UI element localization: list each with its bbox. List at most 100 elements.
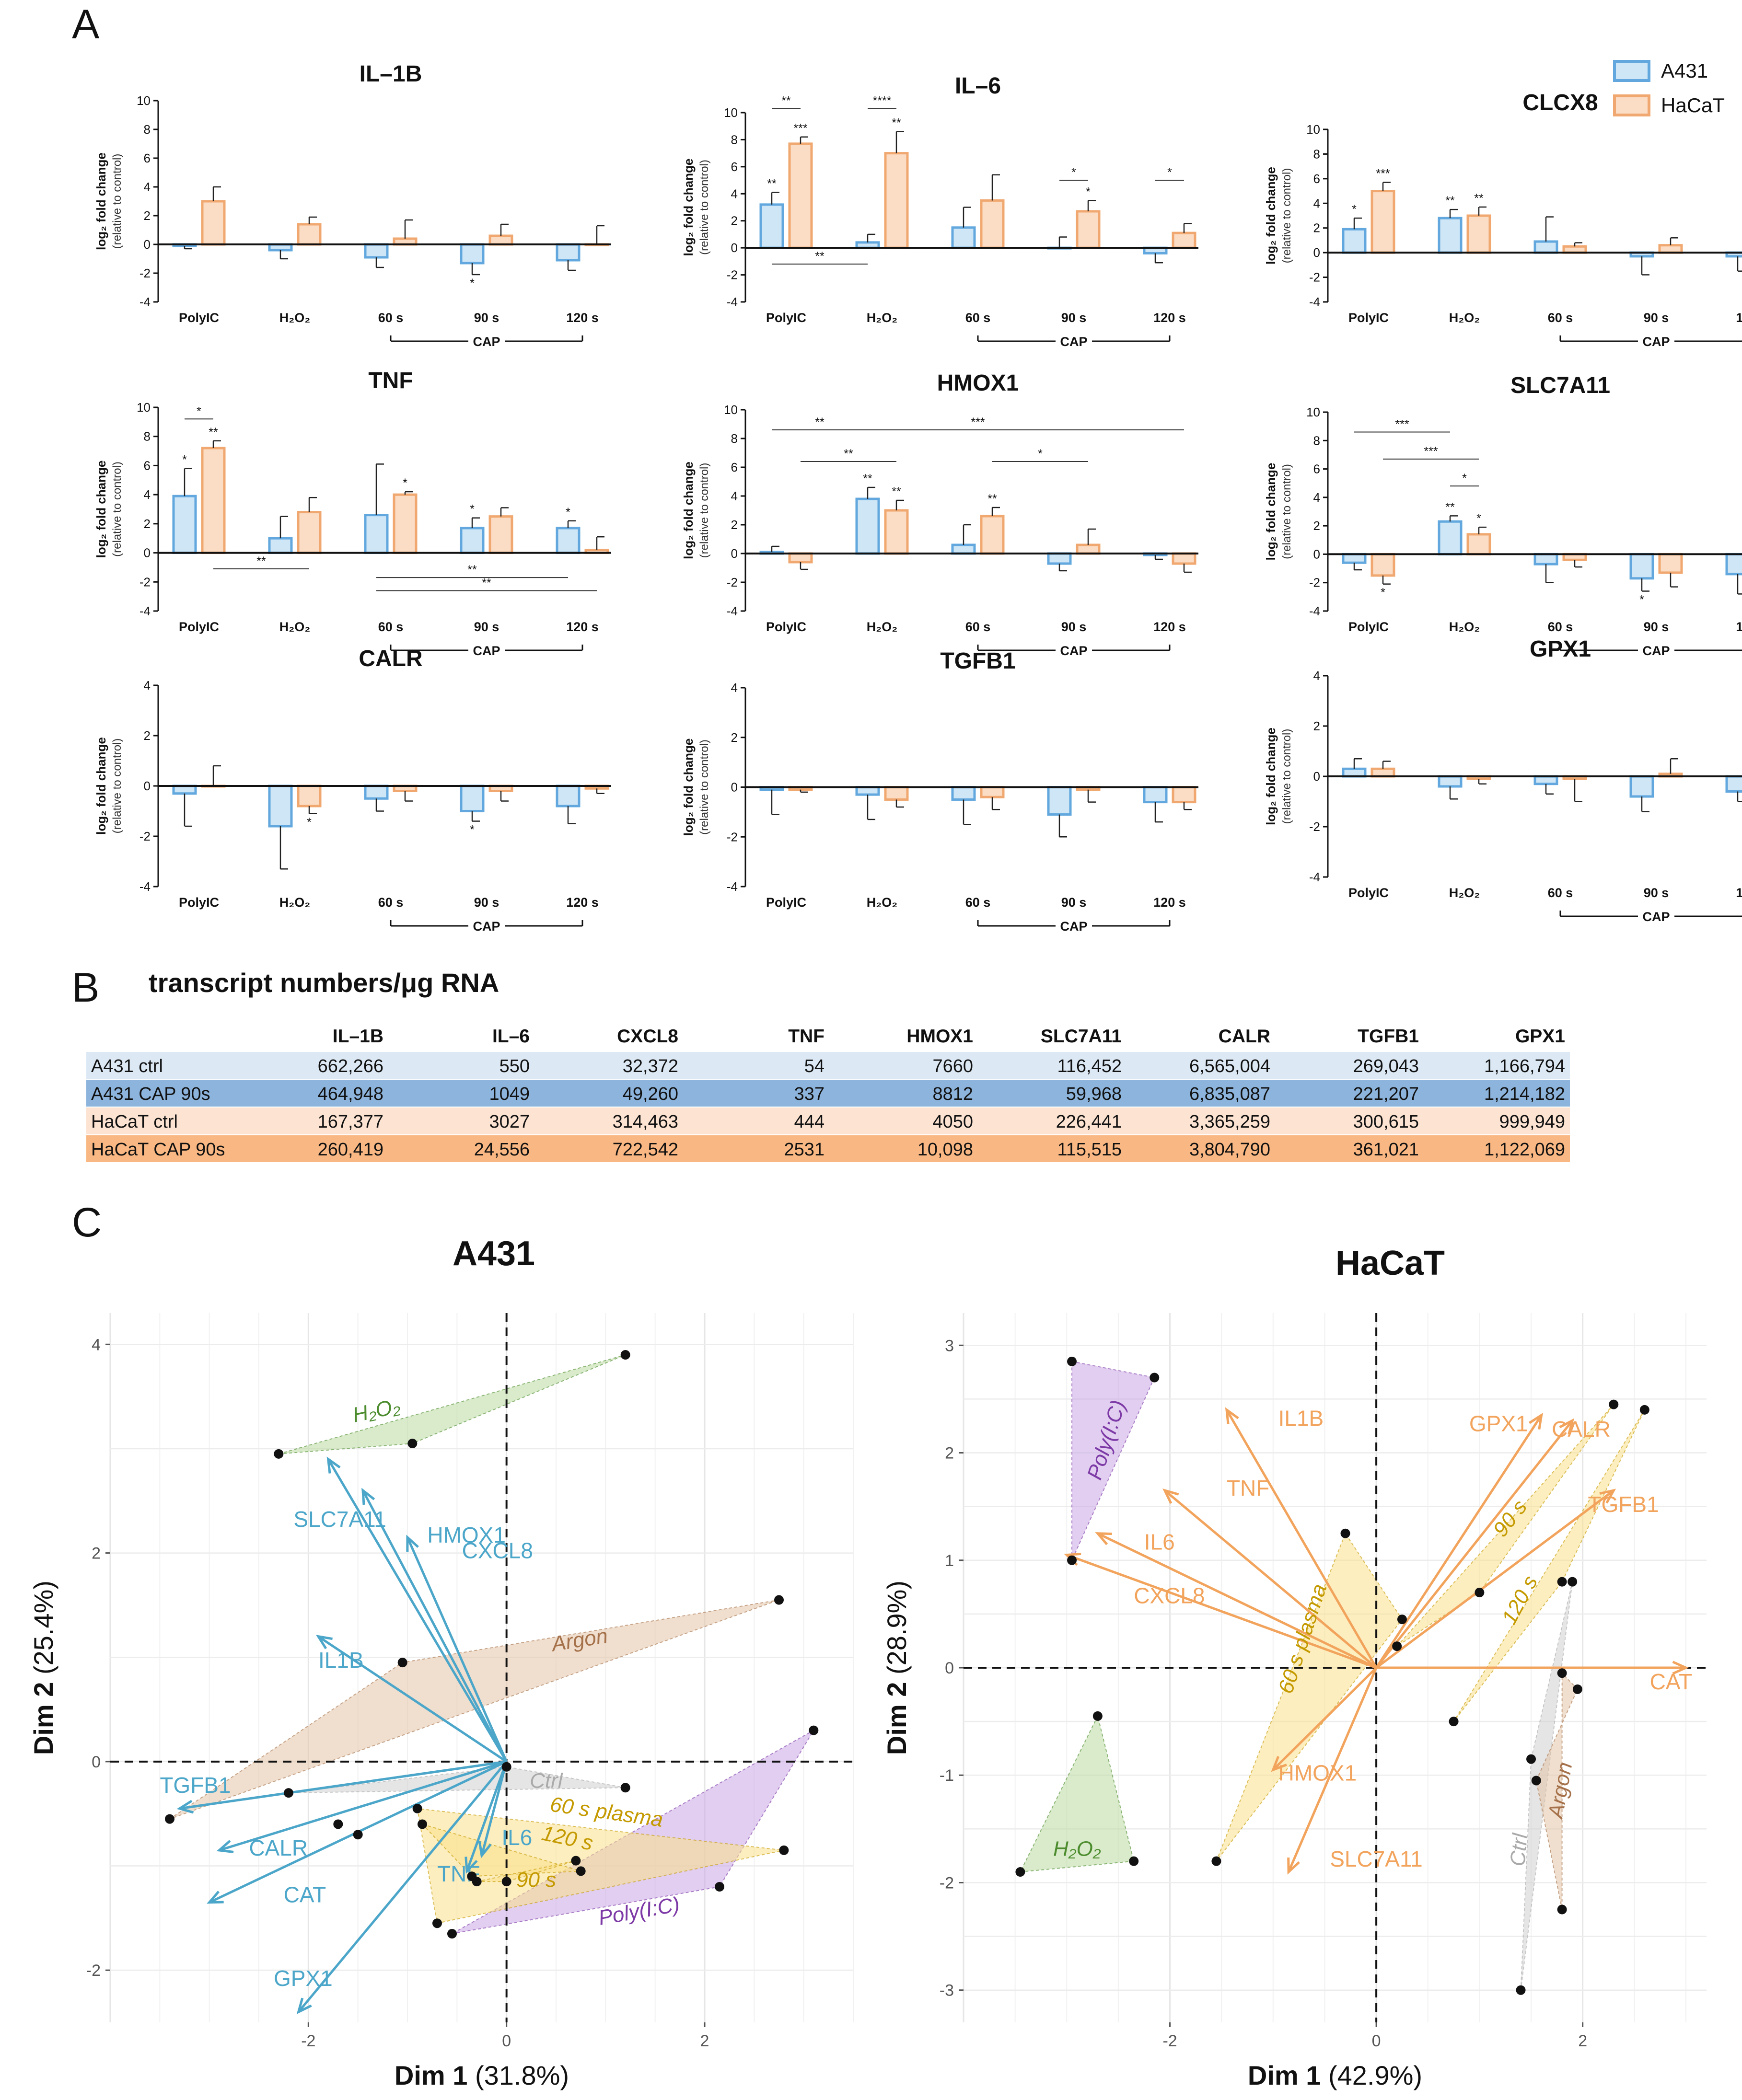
y-axis-sublabel: (relative to control)	[1280, 729, 1293, 824]
loading-arrow-hmox1-head	[1271, 1756, 1287, 1772]
bar-a431-2	[364, 785, 389, 800]
y-tick-label: 0	[144, 237, 151, 252]
sample-point	[779, 1845, 789, 1855]
bar-a431-0	[1342, 228, 1367, 254]
table-row-label: HaCaT CAP 90s	[91, 1140, 225, 1160]
y-tick-label: -4	[1309, 295, 1320, 309]
cap-label: CAP	[1642, 335, 1670, 349]
x-category-label: PolyIC	[1348, 311, 1389, 325]
significance-mark: **	[209, 426, 218, 439]
sample-point	[620, 1350, 630, 1360]
bracket-mark: ***	[1424, 445, 1438, 458]
sample-point	[620, 1783, 630, 1793]
y-axis-sublabel: (relative to control)	[111, 154, 124, 249]
bar-hacat-3	[1076, 210, 1101, 249]
sample-point	[407, 1439, 418, 1449]
table-cell: 115,515	[1057, 1140, 1122, 1160]
y-tick-label: -4	[139, 604, 151, 618]
loading-label-hmox1: HMOX1	[1278, 1760, 1357, 1785]
x-category-label: PolyIC	[1348, 620, 1389, 634]
bar-a431-2	[1533, 775, 1558, 785]
bar-hacat-1	[884, 152, 909, 249]
y-tick-label: 10	[137, 93, 151, 108]
bar-a431-4	[556, 527, 581, 554]
bar-chart-il6: IL–6 10 8 6 4 2 0 -2 -4 log₂ fold change (relative…	[681, 73, 1198, 349]
table-row-bg	[86, 1135, 1570, 1162]
sample-point	[809, 1725, 819, 1735]
table-cell: 6,835,087	[1189, 1084, 1270, 1104]
bar-hacat-1	[297, 511, 322, 554]
bracket-mark: ***	[971, 415, 985, 429]
x-category-label: 120 s	[1736, 620, 1742, 634]
table-header-cell: IL–6	[492, 1026, 530, 1047]
y-tick-label: -2	[727, 575, 738, 589]
legend-swatch-hacat	[1613, 94, 1650, 116]
y-tick-label: -2	[1309, 270, 1320, 285]
bar-hacat-1	[884, 509, 909, 555]
loading-arrow-il6	[480, 1761, 508, 1856]
pca-hacat: HaCaT -2 0 2 -3 -2 -1 0 1 2 3 IL1B TNF IL6 CXCL8 HMOX1 S…	[882, 1244, 1707, 2090]
bar-hacat-1	[297, 785, 322, 808]
group-hull-poly-i-c-	[1071, 1361, 1155, 1561]
y-tick-label: -2	[1309, 576, 1320, 590]
significance-mark: **	[1445, 500, 1455, 514]
y-tick-label: 0	[731, 241, 738, 255]
significance-mark: *	[182, 453, 187, 467]
bracket-mark: *	[1462, 472, 1467, 485]
table-cell: 7660	[932, 1056, 973, 1076]
x-category-label: PolyIC	[766, 895, 806, 910]
table-cell: 1049	[489, 1084, 530, 1104]
loading-arrow-tgfb1	[1375, 1489, 1614, 1669]
y-tick-label: 2	[731, 214, 738, 228]
sample-point	[432, 1918, 442, 1928]
y-tick-label: 0	[945, 1659, 954, 1677]
bar-hacat-2	[980, 786, 1005, 798]
table-cell: 167,377	[318, 1112, 383, 1132]
bar-hacat-3	[1658, 553, 1683, 574]
y-axis-title: Dim 2 (28.9%)	[882, 1581, 912, 1755]
bracket-mark: *	[1038, 447, 1043, 461]
x-category-label: H₂O₂	[1449, 886, 1480, 900]
group-label-90-s: 90 s	[516, 1868, 556, 1892]
bar-hacat-0	[788, 142, 813, 249]
bar-a431-3	[460, 527, 485, 554]
sample-point	[1015, 1867, 1025, 1877]
significance-mark: *	[1352, 203, 1357, 216]
table-row-label: A431 CAP 90s	[91, 1084, 210, 1104]
y-tick-label: 6	[144, 458, 151, 473]
chart-title: TNF	[368, 368, 413, 393]
bar-a431-4	[556, 785, 581, 808]
table-cell: 3027	[489, 1112, 530, 1132]
loading-arrow-tgfb1	[179, 1760, 507, 1810]
x-category-label: PolyIC	[179, 311, 219, 325]
sample-point	[165, 1814, 174, 1824]
group-label-ctrl: Ctrl	[1506, 1832, 1532, 1868]
loading-label-calr: CALR	[1552, 1417, 1611, 1442]
loading-arrow-slc7a11-head	[326, 1456, 341, 1474]
y-tick-label: 6	[731, 460, 738, 474]
loading-arrow-gpx1	[297, 1761, 508, 2013]
bar-chart-tgfb1: TGFB1 4 2 0 -2 -4 log₂ fold change (relative to…	[681, 648, 1198, 934]
loading-label-hmox1: HMOX1	[427, 1523, 506, 1547]
y-tick-label: 4	[1313, 196, 1320, 210]
loading-arrow-tgfb1-head	[176, 1800, 194, 1814]
y-tick-label: 4	[731, 681, 738, 695]
loading-label-il6: IL6	[501, 1825, 532, 1850]
sample-point	[715, 1882, 724, 1892]
bar-hacat-3	[1658, 244, 1683, 254]
sample-point	[1609, 1399, 1619, 1409]
chart-title: CLCX8	[1522, 90, 1598, 115]
bar-chart-calr: CALR 4 2 0 -2 -4 log₂ fold change (relative to …	[94, 646, 611, 934]
bar-chart-gpx1: GPX1 4 2 0 -2 -4 log₂ fold change (relative to …	[1264, 636, 1742, 924]
bar-chart-clcx8: CLCX8 10 8 6 4 2 0 -2 -4 log₂ fold change (relativ…	[1264, 90, 1742, 349]
sample-point	[1211, 1856, 1221, 1866]
bar-hacat-4	[1172, 231, 1196, 249]
bar-chart-tnf: TNF 10 8 6 4 2 0 -2 -4 log₂ fold change (relative …	[94, 368, 611, 658]
loading-arrow-cxcl8	[406, 1536, 508, 1762]
table-cell: 10,098	[917, 1140, 973, 1160]
group-label-h-o-: H₂O₂	[1053, 1837, 1101, 1860]
table-cell: 32,372	[623, 1056, 678, 1076]
loading-arrow-il1b	[317, 1635, 508, 1763]
sample-point	[501, 1762, 511, 1772]
y-axis-label: log₂ fold change	[94, 152, 108, 250]
